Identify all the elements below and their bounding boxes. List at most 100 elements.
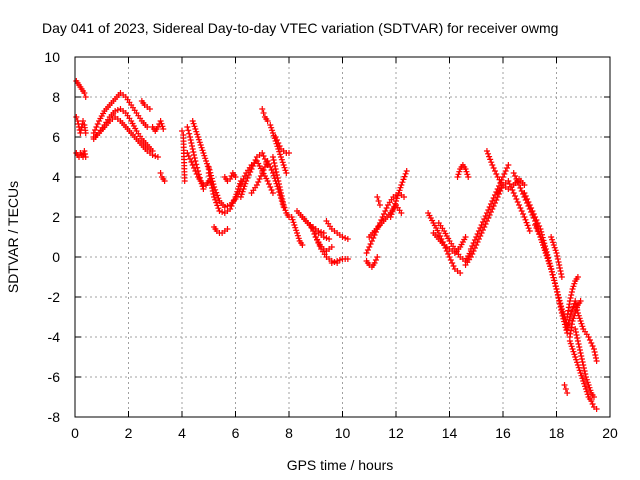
data-points <box>73 78 600 412</box>
data-point <box>486 153 493 160</box>
data-point <box>564 323 571 329</box>
data-point <box>195 134 202 140</box>
data-point <box>392 200 399 207</box>
data-point <box>288 214 295 220</box>
data-point <box>232 174 239 180</box>
data-point <box>311 231 318 237</box>
data-point <box>277 187 284 193</box>
data-point <box>402 170 409 177</box>
data-point <box>493 171 500 177</box>
data-point <box>479 219 486 225</box>
data-point <box>265 181 272 187</box>
data-point <box>240 176 247 182</box>
data-point <box>523 219 530 226</box>
x-tick-label: 16 <box>495 425 511 441</box>
data-point <box>555 295 562 301</box>
y-tick-label: -2 <box>48 289 61 305</box>
data-point <box>550 242 557 248</box>
data-point <box>279 199 286 205</box>
data-point <box>114 107 121 113</box>
data-point <box>207 179 214 185</box>
data-point <box>271 160 278 166</box>
data-point <box>268 187 275 193</box>
data-point <box>291 222 298 228</box>
data-point <box>192 158 199 164</box>
data-point <box>279 196 286 202</box>
data-point <box>589 343 596 349</box>
data-point <box>501 171 508 177</box>
data-point <box>576 367 583 374</box>
data-point <box>549 239 556 246</box>
x-tick-label: 14 <box>442 425 458 441</box>
data-point <box>556 301 563 307</box>
data-point <box>240 186 247 192</box>
data-point <box>312 234 319 240</box>
data-point <box>512 193 519 199</box>
data-point <box>581 368 588 374</box>
data-point <box>371 260 378 266</box>
data-point <box>267 184 274 190</box>
data-point <box>568 343 575 350</box>
data-point <box>256 176 263 182</box>
data-point <box>534 228 541 234</box>
data-point <box>532 214 539 220</box>
data-point <box>221 204 228 210</box>
data-point <box>589 401 596 407</box>
y-tick-label: 8 <box>52 89 60 105</box>
data-point <box>280 162 287 168</box>
data-point <box>570 283 577 290</box>
data-point <box>237 194 244 200</box>
data-point <box>528 205 535 211</box>
data-point <box>464 171 471 178</box>
data-point <box>538 236 545 243</box>
data-point <box>334 258 341 264</box>
data-point <box>577 370 584 376</box>
data-point <box>294 230 301 236</box>
data-point <box>190 120 197 127</box>
data-point <box>252 157 259 163</box>
data-point <box>572 310 579 316</box>
y-tick-label: 0 <box>52 249 60 265</box>
data-point <box>154 154 161 160</box>
data-point <box>524 196 531 202</box>
data-point <box>208 182 215 188</box>
data-point <box>558 307 565 313</box>
data-point <box>275 178 282 184</box>
data-point <box>270 157 277 163</box>
data-point <box>450 263 457 269</box>
data-point <box>267 122 274 128</box>
data-point <box>581 380 588 387</box>
data-point <box>590 346 597 352</box>
data-point <box>567 340 574 347</box>
data-point <box>328 260 335 266</box>
data-point <box>290 219 297 226</box>
data-point <box>574 274 581 280</box>
data-point <box>518 208 525 214</box>
data-point <box>398 182 405 188</box>
data-point <box>557 268 564 274</box>
data-point <box>585 382 592 388</box>
data-point <box>271 163 278 169</box>
data-point <box>185 153 192 159</box>
data-point <box>253 182 260 188</box>
data-point <box>277 154 284 160</box>
data-point <box>269 154 276 160</box>
data-point <box>564 326 571 332</box>
data-point <box>185 127 192 134</box>
data-point <box>189 146 196 152</box>
data-point <box>277 151 284 158</box>
data-point <box>521 214 528 220</box>
data-point <box>184 150 191 156</box>
data-point <box>552 247 559 254</box>
data-point <box>211 194 218 200</box>
data-point <box>582 383 589 390</box>
data-point <box>257 173 264 179</box>
data-point <box>259 106 266 112</box>
data-point <box>478 222 485 228</box>
data-point <box>191 123 198 130</box>
data-point <box>394 192 401 199</box>
data-point <box>74 118 81 124</box>
data-point <box>255 179 262 185</box>
data-point <box>265 161 272 167</box>
data-point <box>400 176 407 183</box>
